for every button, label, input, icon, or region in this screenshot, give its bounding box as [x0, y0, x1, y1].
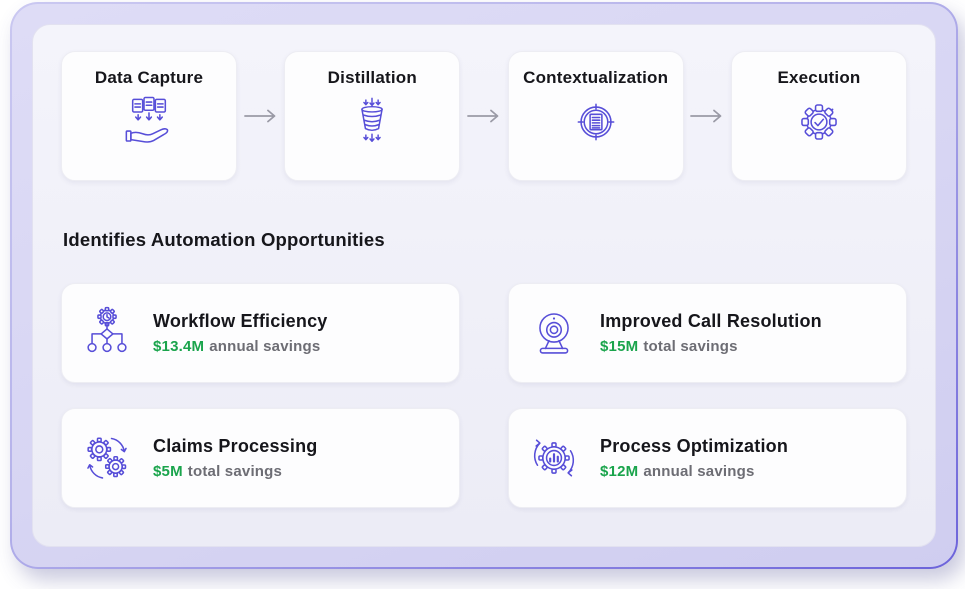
right-arrow-icon	[243, 109, 276, 123]
flow-step-distillation: Distillation	[284, 51, 461, 181]
opportunity-savings: $15M total savings	[600, 338, 822, 355]
opportunity-text: Improved Call Resolution $15M total savin…	[600, 311, 822, 355]
gear-chart-cycle-icon	[533, 439, 575, 477]
data-capture-icon	[125, 96, 169, 143]
savings-amount: $12M	[600, 463, 639, 480]
opportunity-text: Claims Processing $5M total savings	[153, 436, 317, 480]
pipeline-flow: Data Capture	[61, 51, 907, 181]
distillation-funnel-icon	[361, 97, 384, 142]
workflow-gear-flowchart-icon	[87, 306, 127, 353]
opportunity-text: Workflow Efficiency $13.4M annual savings	[153, 311, 328, 355]
flow-step-label: Execution	[777, 68, 861, 87]
opportunity-card-workflow-efficiency: Workflow Efficiency $13.4M annual savings	[61, 283, 460, 383]
outer-container: Data Capture	[10, 2, 958, 569]
webcam-icon	[539, 313, 569, 354]
rotating-gears-icon	[87, 437, 127, 479]
flow-step-execution: Execution	[730, 51, 907, 181]
right-arrow-icon	[467, 109, 499, 123]
savings-label: total savings	[643, 338, 738, 355]
savings-amount: $13.4M	[153, 338, 205, 355]
opportunity-card-improved-call-resolution: Improved Call Resolution $15M total savin…	[508, 283, 907, 383]
flow-step-label: Contextualization	[523, 68, 669, 87]
flow-connector	[460, 51, 507, 181]
opportunity-title: Process Optimization	[600, 436, 789, 456]
opportunity-savings: $5M total savings	[153, 463, 317, 480]
gear-check-icon	[801, 104, 837, 140]
savings-amount: $15M	[600, 338, 639, 355]
savings-label: total savings	[187, 463, 283, 480]
flow-step-contextualization: Contextualization	[507, 51, 684, 181]
opportunities-grid: Workflow Efficiency $13.4M annual savings	[61, 283, 907, 508]
flow-connector	[237, 51, 284, 181]
outer-fill: Data Capture	[12, 4, 956, 567]
flow-step-label: Distillation	[327, 68, 417, 87]
savings-amount: $5M	[153, 463, 183, 480]
opportunity-title: Workflow Efficiency	[153, 311, 328, 331]
flow-step-label: Data Capture	[94, 68, 204, 87]
savings-label: annual savings	[643, 463, 755, 480]
right-arrow-icon	[690, 109, 722, 123]
opportunity-card-claims-processing: Claims Processing $5M total savings	[61, 408, 460, 508]
savings-label: annual savings	[209, 338, 321, 355]
document-target-icon	[577, 103, 615, 141]
flow-connector	[684, 51, 731, 181]
opportunity-title: Improved Call Resolution	[600, 311, 822, 331]
opportunity-text: Process Optimization $12M annual savings	[600, 436, 788, 480]
opportunity-title: Claims Processing	[153, 436, 318, 456]
inner-panel: Data Capture	[32, 24, 936, 547]
flow-step-data-capture: Data Capture	[61, 51, 237, 181]
section-title: Identifies Automation Opportunities	[63, 229, 385, 250]
opportunity-card-process-optimization: Process Optimization $12M annual savings	[508, 408, 907, 508]
opportunity-savings: $13.4M annual savings	[153, 338, 328, 355]
opportunity-savings: $12M annual savings	[600, 463, 788, 480]
